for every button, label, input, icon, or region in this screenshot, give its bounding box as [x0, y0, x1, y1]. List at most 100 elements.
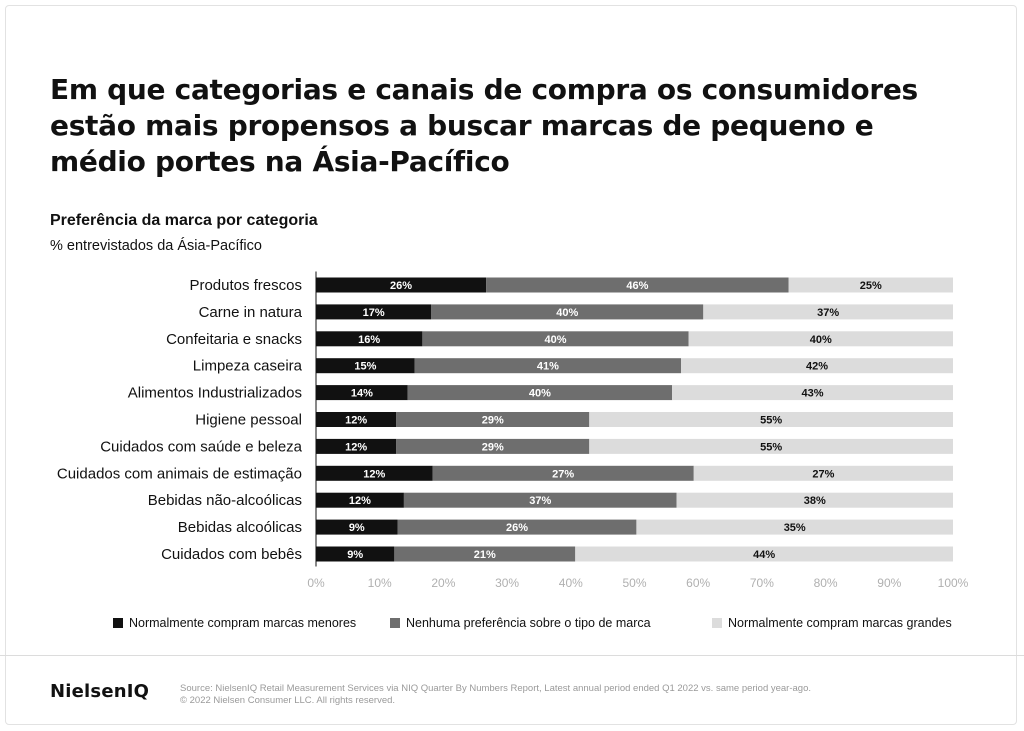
nielseniq-logo: NielsenIQ [50, 681, 150, 702]
bar-segment [432, 465, 694, 481]
bar-segment [589, 438, 953, 454]
data-label: 27% [812, 468, 834, 480]
data-label: 40% [529, 388, 551, 400]
bar-segment [316, 385, 408, 401]
legend-swatch-no-preference [390, 618, 400, 628]
data-label: 43% [802, 388, 824, 400]
legend-label-no-preference: Nenhuma preferência sobre o tipo de marc… [406, 616, 651, 630]
data-label: 35% [784, 522, 806, 534]
copyright-line: © 2022 Nielsen Consumer LLC. All rights … [180, 695, 396, 706]
category-label: Cuidados com saúde e beleza [100, 438, 302, 455]
x-tick-label: 40% [559, 576, 583, 590]
data-label: 14% [351, 388, 373, 400]
data-label: 40% [556, 307, 578, 319]
bar-segment [316, 546, 395, 562]
data-label: 55% [760, 441, 782, 453]
bar-segment [688, 331, 953, 347]
category-label: Produtos frescos [189, 277, 302, 294]
data-label: 12% [345, 415, 367, 427]
page-frame [5, 5, 1017, 725]
bar-segment [316, 304, 432, 320]
data-label: 37% [817, 307, 839, 319]
data-label: 44% [753, 549, 775, 561]
bar-segment [316, 331, 423, 347]
data-label: 16% [358, 334, 380, 346]
category-label: Bebidas alcoólicas [178, 519, 302, 536]
chart-subtitle: % entrevistados da Ásia-Pacífico [50, 238, 262, 254]
data-label: 29% [482, 415, 504, 427]
data-label: 12% [363, 468, 385, 480]
bar-segment [672, 385, 953, 401]
data-label: 12% [349, 495, 371, 507]
x-tick-label: 90% [877, 576, 901, 590]
bar-segment [316, 438, 397, 454]
category-label: Higiene pessoal [195, 412, 302, 429]
footer-divider [0, 655, 1024, 656]
bar-segment [394, 546, 576, 562]
bar-segment [486, 277, 789, 293]
data-label: 21% [474, 549, 496, 561]
x-tick-label: 20% [431, 576, 455, 590]
data-label: 40% [544, 334, 566, 346]
data-label: 12% [345, 441, 367, 453]
data-label: 26% [506, 522, 528, 534]
data-label: 9% [349, 522, 365, 534]
source-line: Source: NielsenIQ Retail Measurement Ser… [180, 683, 812, 694]
legend-label-large-brands: Normalmente compram marcas grandes [728, 616, 952, 630]
x-tick-label: 0% [307, 576, 325, 590]
bar-segment [316, 358, 415, 374]
bar-segment [396, 412, 590, 427]
x-tick-label: 100% [938, 576, 969, 590]
bar-segment [316, 412, 397, 427]
bar-segment [397, 519, 637, 535]
data-label: 46% [626, 280, 648, 292]
data-label: 42% [806, 361, 828, 373]
bar-segment [316, 465, 433, 481]
legend-swatch-small-brands [113, 618, 123, 628]
data-label: 38% [804, 495, 826, 507]
source-note: Source: NielsenIQ Retail Measurement Ser… [180, 683, 980, 707]
category-label: Confeitaria e snacks [166, 331, 302, 348]
bar-segment [431, 304, 704, 320]
legend-item-large-brands: Normalmente compram marcas grandes [712, 614, 952, 632]
bar-segment [422, 331, 689, 347]
bar-segment [788, 277, 953, 293]
bar-segment [407, 385, 673, 401]
bar-segment [403, 492, 677, 508]
bar-segment [693, 465, 953, 481]
bar-segment [316, 492, 404, 508]
legend-item-no-preference: Nenhuma preferência sobre o tipo de marc… [390, 614, 651, 632]
bar-segment [396, 438, 590, 454]
bar-segment [703, 304, 953, 320]
chart-title: Preferência da marca por categoria [50, 212, 318, 229]
category-label: Limpeza caseira [193, 358, 303, 375]
bar-segment [316, 277, 487, 293]
x-tick-label: 60% [686, 576, 710, 590]
category-label: Cuidados com bebês [161, 546, 302, 563]
category-label: Cuidados com animais de estimação [57, 465, 302, 482]
x-tick-label: 10% [368, 576, 392, 590]
bar-segment [414, 358, 682, 374]
bar-segment [575, 546, 953, 562]
data-label: 9% [347, 549, 363, 561]
category-label: Bebidas não-alcoólicas [148, 492, 302, 509]
page-headline: Em que categorias e canais de compra os … [50, 73, 918, 178]
x-tick-label: 80% [814, 576, 838, 590]
data-label: 25% [860, 280, 882, 292]
data-label: 29% [482, 441, 504, 453]
data-label: 37% [529, 495, 551, 507]
bar-segment [316, 519, 398, 535]
x-tick-label: 50% [622, 576, 646, 590]
data-label: 41% [537, 361, 559, 373]
data-label: 15% [354, 361, 376, 373]
category-label: Carne in natura [199, 304, 303, 321]
x-tick-label: 70% [750, 576, 774, 590]
bar-segment [676, 492, 953, 508]
category-label: Alimentos Industrializados [128, 385, 302, 402]
bar-segment [681, 358, 953, 374]
legend-swatch-large-brands [712, 618, 722, 628]
data-label: 17% [363, 307, 385, 319]
bar-segment [589, 412, 953, 427]
bar-segment [636, 519, 953, 535]
